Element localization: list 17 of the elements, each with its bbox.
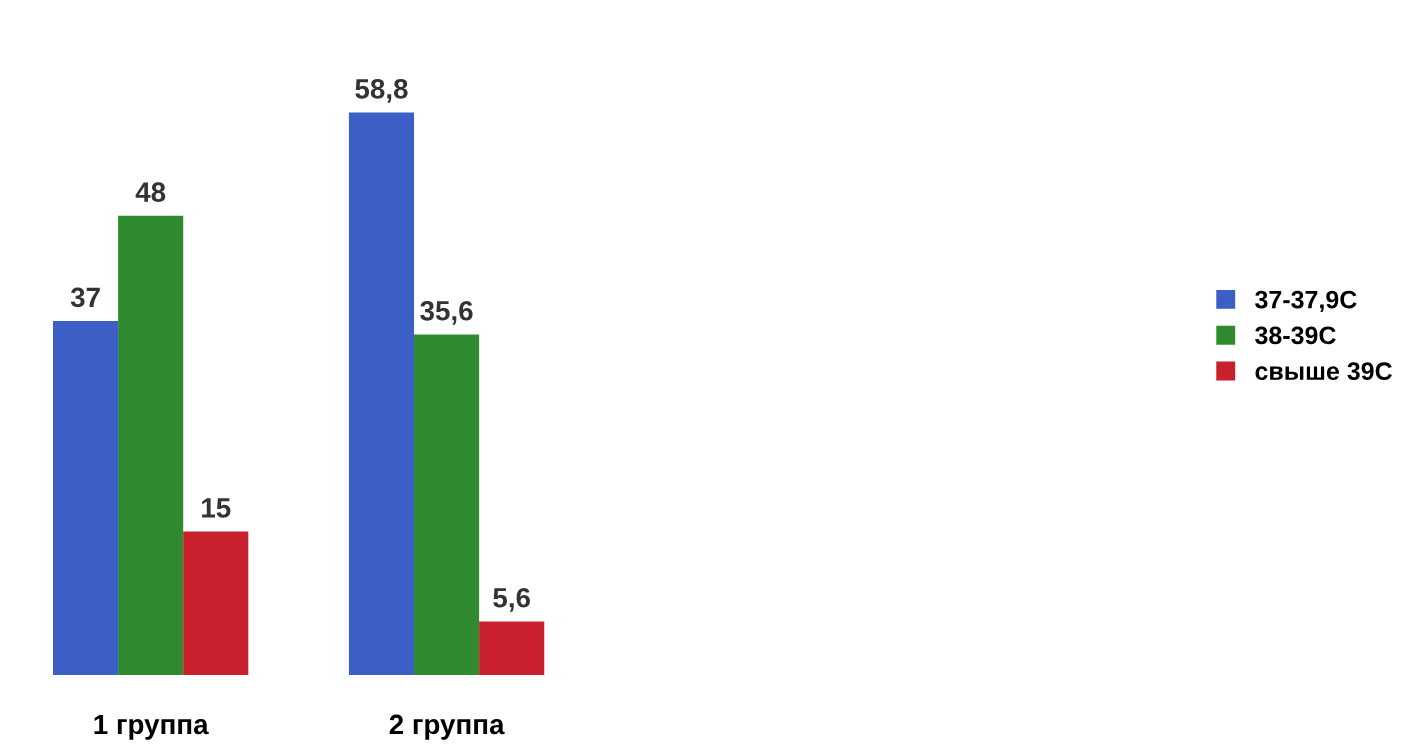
x-tick-label: 1 группа <box>94 714 209 740</box>
bar <box>118 215 184 675</box>
bar <box>183 531 249 675</box>
bar <box>53 321 119 675</box>
data-label: 15 <box>202 498 231 518</box>
x-tick-label: 2 группа <box>389 714 505 740</box>
bar <box>414 334 480 675</box>
data-label: 58,8 <box>355 79 408 103</box>
bar <box>348 112 415 675</box>
data-label: 48 <box>135 182 166 202</box>
data-label: 35,6 <box>420 300 473 325</box>
legend-label: 38-39С <box>1255 326 1336 345</box>
legend-label: свыше 39С <box>1255 362 1392 381</box>
legend-label: 37-37,9C <box>1255 290 1357 313</box>
data-label: 37 <box>70 287 100 308</box>
data-label: 5,6 <box>493 587 530 612</box>
bar <box>479 621 545 675</box>
